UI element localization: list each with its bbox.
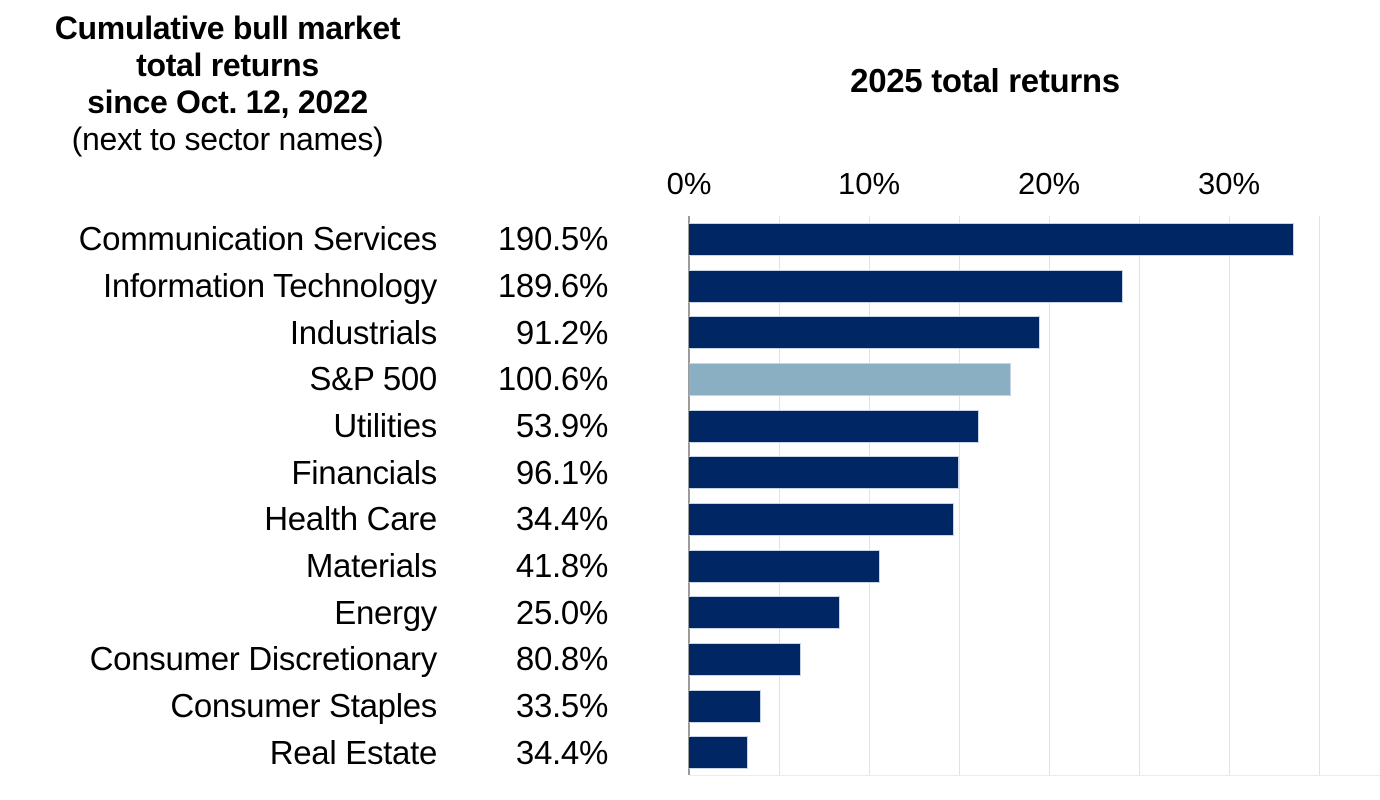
sector-row: S&P 500 100.6% [0,356,1380,403]
gridline-15pct [959,216,960,775]
cumulative-return-value: 80.8% [515,640,608,678]
y-axis-line [688,216,690,775]
sector-name: Communication Services [78,220,438,258]
return-bar [689,456,959,490]
sector-row: Materials 41.8% [0,543,1380,590]
bar-track [689,222,1380,256]
sector-name: Information Technology [102,267,437,304]
title-line-4: (next to sector names) [71,121,384,157]
sector-name: Materials [305,547,437,585]
gridline-5pct [779,216,780,775]
bar-track [689,642,1380,676]
sector-name: Health Care [264,500,437,538]
gridline-20pct [1049,216,1050,775]
cumulative-return-value: 34.4% [515,500,608,538]
gridline-25pct [1139,216,1140,775]
cumulative-return-value: 189.6% [497,267,608,304]
x-tick-20: 20% [1017,166,1081,201]
cumulative-return-value: 190.5% [497,220,608,258]
cumulative-return-value: 34.4% [515,733,608,771]
bar-track [689,549,1380,583]
sector-row: Financials 96.1% [0,449,1380,496]
return-bar [689,642,801,676]
sector-row: Consumer Discretionary 80.8% [0,636,1380,683]
gridline-35pct [1319,216,1320,775]
cumulative-return-value: 53.9% [515,407,608,445]
return-bar [689,549,880,583]
cumulative-return-value: 96.1% [515,453,608,491]
return-bar [689,596,841,630]
cumulative-return-value: 91.2% [515,313,608,351]
bar-track [689,736,1380,770]
title-line-1: Cumulative bull market [54,10,401,46]
sector-name: Utilities [333,407,437,445]
sector-name: Financials [291,453,437,491]
sector-name: Real Estate [269,733,438,771]
return-bar [689,502,954,536]
x-tick-30: 30% [1197,166,1261,201]
cumulative-return-value: 25.0% [515,593,608,631]
sector-name: Consumer Discretionary [89,640,438,678]
bar-track [689,362,1380,396]
sector-name: Industrials [289,313,437,351]
sector-row: Industrials 91.2% [0,309,1380,356]
cumulative-return-value: 41.8% [515,547,608,585]
bar-track [689,316,1380,350]
chart-title: 2025 total returns [850,62,1120,99]
bar-track [689,502,1380,536]
gridline-10pct [869,216,870,775]
cumulative-return-value: 100.6% [497,360,608,398]
sector-row: Utilities 53.9% [0,403,1380,450]
sector-row: Consumer Staples 33.5% [0,683,1380,730]
sector-row: Health Care 34.4% [0,496,1380,543]
sector-rows: Communication Services 190.5% Informatio… [0,216,1380,776]
sector-name: S&P 500 [309,360,437,398]
x-tick-10: 10% [837,166,901,201]
bar-track [689,409,1380,443]
return-bar [689,222,1294,256]
return-bar [689,736,749,770]
return-bar [689,362,1012,396]
sector-row: Communication Services 190.5% [0,216,1380,263]
left-title-block: Cumulative bull market total returns sin… [0,10,455,158]
bar-track [689,689,1380,723]
cumulative-return-value: 33.5% [515,687,608,725]
bar-track [689,596,1380,630]
return-bar [689,409,979,443]
bar-track [689,269,1380,303]
plot-area [688,216,1380,776]
sector-row: Energy 25.0% [0,589,1380,636]
sector-name: Consumer Staples [170,687,437,725]
bar-track [689,456,1380,490]
return-bar [689,269,1123,303]
sector-row: Information Technology 189.6% [0,263,1380,310]
sector-row: Real Estate 34.4% [0,729,1380,776]
return-bar [689,689,761,723]
return-bar [689,316,1040,350]
title-line-2: total returns [136,47,319,83]
sector-name: Energy [334,593,437,631]
x-tick-0: 0% [666,166,712,201]
gridline-30pct [1229,216,1230,775]
title-line-3: since Oct. 12, 2022 [87,84,368,120]
